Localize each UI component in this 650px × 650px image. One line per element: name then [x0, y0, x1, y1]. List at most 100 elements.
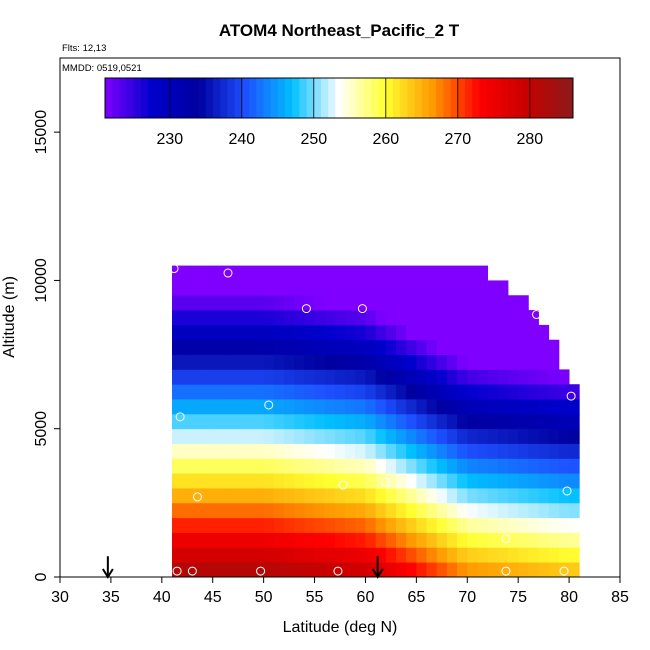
heatmap-cell [558, 443, 570, 459]
heatmap-cell [548, 473, 560, 489]
heatmap-cell [406, 310, 417, 326]
heatmap-cell [538, 443, 550, 459]
heatmap-cell [477, 384, 489, 400]
heatmap-cell [426, 428, 438, 444]
heatmap-cell [528, 502, 539, 519]
heatmap-cell [487, 310, 499, 326]
colorbar-segment [105, 78, 113, 118]
heatmap-cell [365, 562, 377, 578]
heatmap-cell [273, 413, 285, 430]
heatmap-cell [212, 399, 224, 415]
y-axis: 0 5000 10000 15000 [33, 110, 60, 581]
heatmap-cell [212, 562, 224, 578]
colorbar-segment [508, 78, 516, 118]
heatmap-cell [294, 488, 305, 504]
heatmap-cell [457, 265, 468, 281]
heatmap-cell [365, 310, 377, 326]
colorbar-segment [493, 78, 502, 118]
heatmap-cell [324, 517, 336, 533]
data-marker [501, 533, 511, 543]
heatmap-cell [406, 295, 417, 311]
heatmap-cell [314, 413, 326, 430]
heatmap-cell [263, 413, 275, 430]
heatmap-cell [243, 310, 254, 326]
heatmap-cell [518, 502, 529, 519]
heatmap-cell [192, 532, 203, 548]
heatmap-cell [487, 428, 499, 444]
heatmap-cell [304, 413, 315, 430]
heatmap-cell [538, 547, 550, 563]
heatmap-cell [324, 473, 336, 489]
heatmap-cell [233, 517, 244, 533]
heatmap-cell [538, 562, 550, 578]
heatmap-cell [182, 413, 193, 430]
heatmap-cell [457, 428, 468, 444]
heatmap-cell [457, 399, 468, 415]
heatmap-cell [467, 354, 478, 370]
heatmap-cell [192, 562, 203, 578]
heatmap-cell [212, 532, 224, 548]
heatmap-cell [457, 354, 468, 370]
heatmap-cell [569, 473, 580, 489]
heatmap-cell [508, 428, 519, 444]
heatmap-cell [416, 339, 427, 355]
heatmap-cell [548, 517, 560, 533]
heatmap-cell [457, 310, 468, 326]
data-marker [566, 391, 576, 401]
heatmap-cell [406, 473, 417, 489]
heatmap-cell [518, 384, 529, 400]
y-tick-label: 0 [33, 572, 50, 581]
heatmap-cell [416, 532, 427, 548]
colorbar-segment [421, 78, 430, 118]
heatmap-cell [233, 265, 244, 281]
colorbar-segment [393, 78, 401, 118]
heatmap-cell [304, 488, 315, 504]
heatmap-cell [365, 532, 377, 548]
heatmap-cell [345, 502, 356, 519]
heatmap-cell [457, 413, 468, 430]
heatmap-cell [508, 562, 519, 578]
heatmap-cell [263, 443, 275, 459]
heatmap-cell [253, 458, 265, 474]
heatmap-cell [569, 384, 580, 400]
heatmap-cell [375, 473, 387, 489]
heatmap-cell [192, 324, 203, 341]
heatmap-cell [426, 265, 438, 281]
heatmap-cell [416, 443, 427, 459]
colorbar-segment [155, 78, 163, 118]
heatmap-cell [273, 369, 285, 385]
heatmap-cell [385, 369, 397, 385]
x-axis: 30 35 40 45 50 55 60 65 70 75 80 85 [51, 577, 629, 606]
heatmap-cell [263, 369, 275, 385]
heatmap-cell [294, 310, 305, 326]
heatmap-cell [334, 369, 346, 385]
heatmap-cell [182, 310, 193, 326]
heatmap-cell [436, 324, 448, 341]
heatmap-cell [558, 399, 570, 415]
heatmap-cell [222, 488, 234, 504]
heatmap-cell [355, 369, 366, 385]
heatmap-cell [457, 443, 468, 459]
heatmap-cell [396, 547, 407, 563]
heatmap-cell [202, 562, 214, 578]
x-tick-label: 30 [51, 589, 69, 606]
heatmap-cell [284, 532, 295, 548]
heatmap-cell [365, 354, 377, 370]
heatmap-cell [518, 488, 529, 504]
heatmap-cell [222, 458, 234, 474]
heatmap-cell [548, 399, 560, 415]
heatmap-cell [528, 562, 539, 578]
heatmap-cell [294, 547, 305, 563]
heatmap-cell [426, 310, 438, 326]
heatmap-cell [497, 473, 509, 489]
heatmap-cell [497, 488, 509, 504]
heatmap-cell [202, 428, 214, 444]
heatmap-cell [548, 428, 560, 444]
heatmap-cell [273, 324, 285, 341]
heatmap-cell [385, 458, 397, 474]
heatmap-cell [497, 517, 509, 533]
heatmap-cell [457, 488, 468, 504]
heatmap-cell [558, 547, 570, 563]
heatmap-cell [182, 562, 193, 578]
heatmap-cell [233, 324, 244, 341]
